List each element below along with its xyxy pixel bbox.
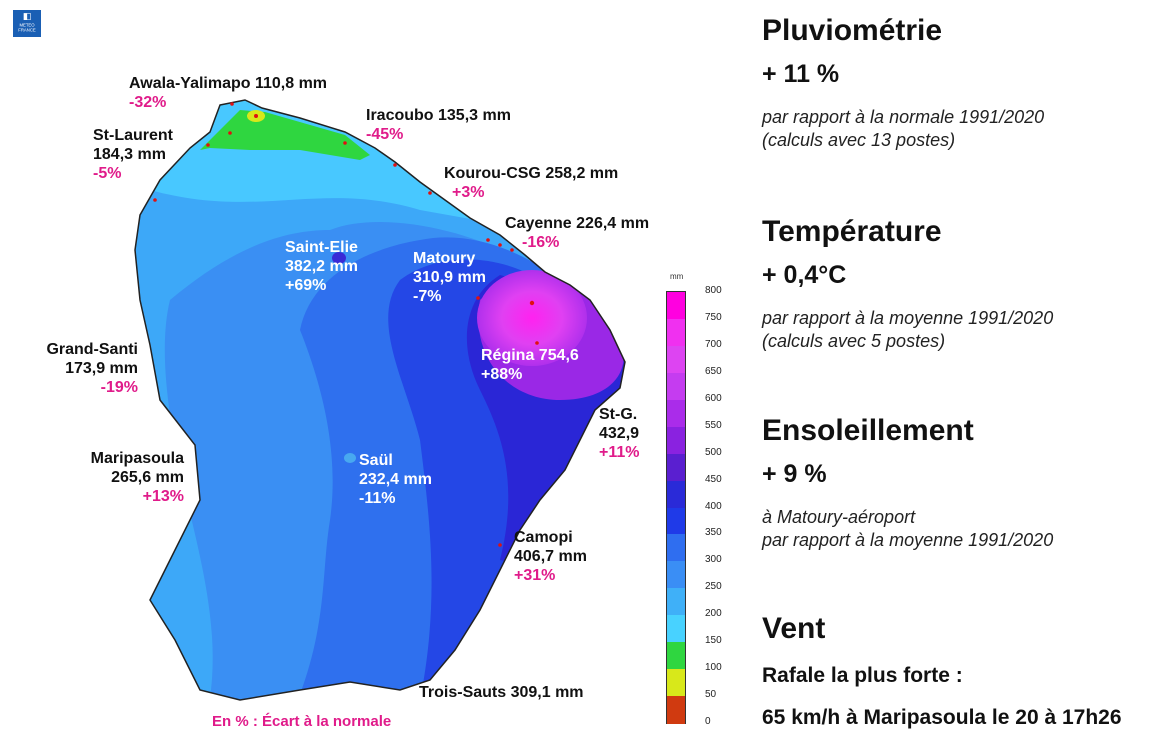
station-marker xyxy=(486,238,490,242)
rain-zone-650-800 xyxy=(477,270,587,366)
station-maripasoula-label: Maripasoula 265,6 mm +13% xyxy=(90,450,184,505)
legend-tick-label: 0 xyxy=(705,716,711,727)
rain-line1: par rapport à la normale 1991/2020 xyxy=(762,107,1045,127)
rain-section: Pluviométrie + 11 % par rapport à la nor… xyxy=(762,14,1044,152)
sunshine-section: Ensoleillement + 9 % à Matoury-aéroport … xyxy=(762,414,1053,552)
station-marker xyxy=(498,243,502,247)
wind-title: Vent xyxy=(762,612,826,645)
legend-segment xyxy=(667,453,685,482)
legend-segment xyxy=(667,669,685,697)
legend-tick-label: 550 xyxy=(705,419,722,431)
legend-tick-label: 350 xyxy=(705,527,722,539)
station-marker xyxy=(153,198,157,202)
station-kourou-label: Kourou-CSG 258,2 mm +3% xyxy=(444,165,619,201)
logo-mark-icon: ◧ xyxy=(22,11,32,21)
french-guiana-outline xyxy=(134,99,626,701)
legend-segment xyxy=(667,561,685,589)
legend-tick-label: 150 xyxy=(705,635,722,647)
legend-segment xyxy=(667,588,685,616)
station-marker xyxy=(428,191,432,195)
sunshine-line2: par rapport à la moyenne 1991/2020 xyxy=(762,530,1054,550)
legend-tick-label: 500 xyxy=(705,446,722,458)
legend-tick-label: 650 xyxy=(705,365,722,377)
logo-text: METEO FRANCE xyxy=(18,22,36,34)
station-marker xyxy=(393,163,397,167)
station-marker xyxy=(510,248,514,252)
legend-tick-label: 100 xyxy=(705,662,722,674)
legend-segment xyxy=(667,507,685,535)
rainfall-map xyxy=(134,99,626,701)
station-matoury-label: Matoury 310,9 mm -7% xyxy=(413,250,486,305)
legend-segment xyxy=(667,426,685,455)
legend-segment xyxy=(667,372,685,401)
rain-title: Pluviométrie xyxy=(762,14,943,47)
wind-subtitle: Rafale la plus forte : xyxy=(762,664,963,687)
temperature-title: Température xyxy=(762,215,942,248)
station-marker xyxy=(476,296,480,300)
deviation-note: En % : Écart à la normale xyxy=(212,713,392,730)
legend-tick-label: 400 xyxy=(705,500,722,512)
sunshine-line1: à Matoury-aéroport xyxy=(762,507,916,527)
legend-tick-label: 200 xyxy=(705,608,722,620)
temperature-value: + 0,4°C xyxy=(762,261,847,289)
station-saint-elie-label: Saint-Elie 382,2 mm +69% xyxy=(285,239,358,294)
station-saul-label: Saül 232,4 mm -11% xyxy=(359,452,432,507)
legend-segment xyxy=(667,480,685,508)
saint-elie-rain-spot xyxy=(332,252,346,264)
station-marker xyxy=(529,300,535,306)
station-marker xyxy=(206,143,210,147)
legend-tick-label: 700 xyxy=(705,338,722,350)
station-marker xyxy=(535,341,539,345)
station-regina-label: Régina 754,6 +88% xyxy=(481,347,579,383)
sunshine-value: + 9 % xyxy=(762,460,827,488)
temperature-line1: par rapport à la moyenne 1991/2020 xyxy=(762,308,1054,328)
legend-color-bar xyxy=(666,291,686,724)
saul-rain-spot xyxy=(344,453,356,463)
meteo-france-logo: ◧ METEO FRANCE xyxy=(13,10,41,37)
temperature-section: Température + 0,4°C par rapport à la moy… xyxy=(762,215,1053,353)
legend-tick-label: 600 xyxy=(705,392,722,404)
station-marker xyxy=(230,102,234,106)
station-marker xyxy=(254,114,258,118)
legend-segment xyxy=(667,615,685,643)
station-cayenne-label: Cayenne 226,4 mm -16% xyxy=(505,215,650,251)
station-marker xyxy=(228,131,232,135)
legend-tick-label: 50 xyxy=(705,689,717,701)
legend-unit: mm xyxy=(670,272,684,281)
station-marker xyxy=(343,141,347,145)
station-camopi-label: Camopi 406,7 mm +31% xyxy=(514,529,587,584)
legend-segment xyxy=(667,399,685,428)
station-awala-label: Awala-Yalimapo 110,8 mm -32% xyxy=(129,75,328,111)
legend-segment xyxy=(667,642,685,670)
legend-tick-label: 750 xyxy=(705,311,722,323)
station-iracoubo-label: Iracoubo 135,3 mm -45% xyxy=(366,107,511,143)
station-marker xyxy=(498,543,502,547)
legend-tick-label: 450 xyxy=(705,473,722,485)
wind-section: Vent Rafale la plus forte : 65 km/h à Ma… xyxy=(762,612,1122,730)
rain-value: + 11 % xyxy=(762,60,840,88)
legend-segment xyxy=(667,534,685,562)
station-grand-santi-label: Grand-Santi 173,9 mm -19% xyxy=(46,341,138,396)
legend-tick-label: 250 xyxy=(705,581,722,593)
legend-tick-label: 300 xyxy=(705,554,722,566)
station-st-georges-label: St-G. 432,9 +11% xyxy=(599,406,640,461)
legend-tick-label: 800 xyxy=(705,285,722,296)
temperature-line2: (calculs avec 5 postes) xyxy=(762,331,946,351)
legend-segment xyxy=(667,345,685,374)
legend-segment xyxy=(667,292,685,320)
legend-segment xyxy=(667,318,685,347)
rain-zone-100-150 xyxy=(200,110,370,160)
wind-value: 65 km/h à Maripasoula le 20 à 17h26 xyxy=(762,706,1122,729)
rain-line2: (calculs avec 13 postes) xyxy=(762,130,956,150)
station-st-laurent-label: St-Laurent 184,3 mm -5% xyxy=(93,127,173,182)
station-trois-sauts-label: Trois-Sauts 309,1 mm xyxy=(419,684,584,701)
sunshine-title: Ensoleillement xyxy=(762,414,974,447)
legend-segment xyxy=(667,696,685,724)
